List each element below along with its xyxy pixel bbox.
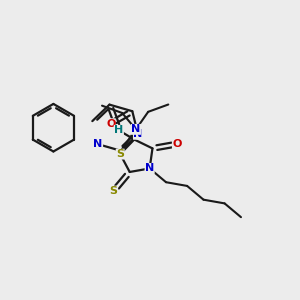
Text: O: O (106, 119, 116, 129)
Text: N: N (93, 139, 103, 149)
Text: O: O (172, 139, 182, 149)
Text: N: N (145, 164, 154, 173)
Text: N: N (134, 129, 142, 139)
Text: S: S (116, 149, 124, 159)
Text: H: H (114, 125, 123, 135)
Text: S: S (110, 186, 118, 196)
Text: N: N (131, 124, 140, 134)
